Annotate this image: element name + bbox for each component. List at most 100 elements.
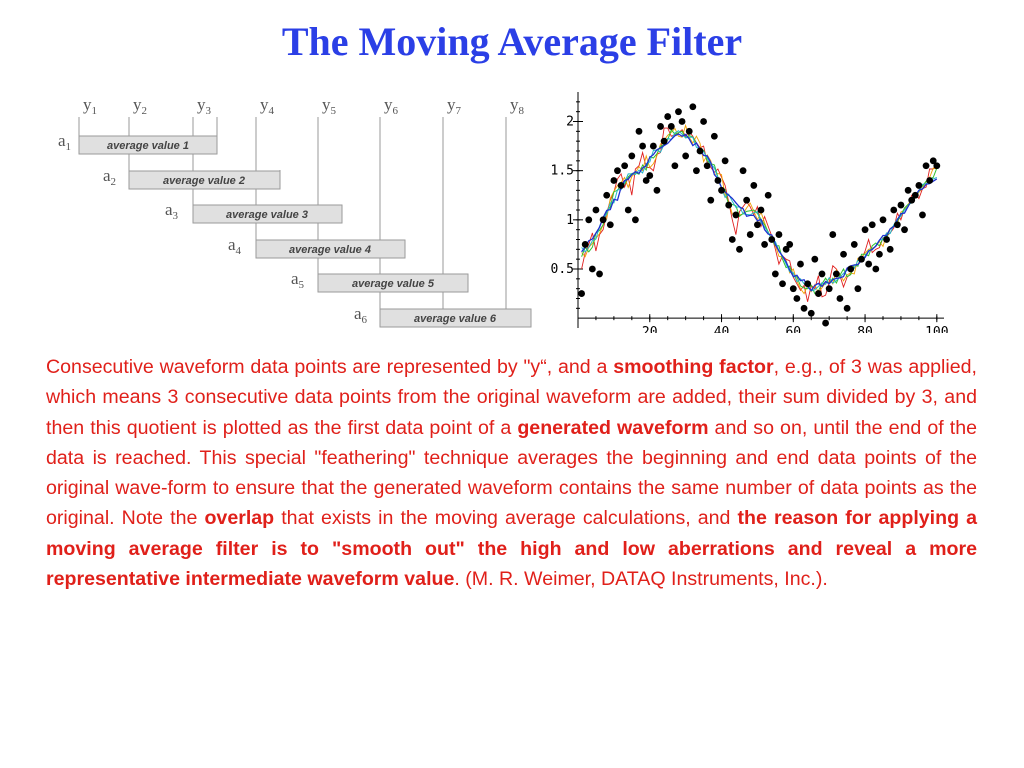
average-bar-label-3: average value 3: [226, 209, 308, 221]
data-point: [868, 221, 876, 229]
data-point: [858, 255, 865, 263]
data-point: [893, 221, 901, 229]
data-point: [929, 157, 937, 165]
y-tick-label: 0.5: [551, 262, 574, 277]
data-point: [667, 123, 675, 130]
data-point: [736, 245, 743, 253]
data-point: [599, 216, 607, 224]
y-label-2: y2: [133, 95, 147, 117]
data-point: [926, 177, 934, 184]
data-point: [757, 206, 765, 214]
data-point: [682, 152, 690, 160]
data-point: [933, 162, 941, 170]
data-point: [610, 177, 618, 184]
data-point: [872, 265, 880, 273]
data-point: [865, 260, 873, 268]
data-point: [919, 211, 926, 219]
average-bar-label-1: average value 1: [107, 140, 189, 152]
x-tick-label: 40: [714, 325, 730, 333]
data-point: [603, 191, 611, 199]
data-point: [922, 162, 930, 170]
description-paragraph: Consecutive waveform data points are rep…: [46, 356, 978, 591]
average-bar-2: [128, 170, 281, 190]
moving-average-line-blue: [581, 133, 938, 292]
data-point: [696, 147, 704, 155]
data-point: [771, 270, 779, 278]
data-point: [624, 206, 632, 214]
data-point: [775, 231, 783, 238]
data-point: [689, 103, 697, 111]
data-point: [743, 196, 751, 204]
x-tick-label: 20: [642, 325, 658, 333]
data-point: [768, 236, 776, 243]
data-point: [596, 270, 603, 278]
average-bar-label-5: average value 5: [352, 278, 435, 290]
average-bar-6: [379, 308, 532, 328]
data-point: [850, 241, 858, 248]
a-label-4: a4: [228, 235, 242, 257]
data-point: [815, 290, 822, 297]
data-point: [639, 142, 646, 150]
average-bar-3: [192, 204, 343, 224]
average-bar-5: [317, 273, 469, 293]
data-point: [592, 206, 600, 214]
data-point: [832, 270, 840, 278]
data-point: [782, 245, 790, 253]
average-bar-label-6: average value 6: [414, 313, 497, 325]
data-point: [861, 226, 869, 234]
y-label-8: y8: [510, 95, 525, 117]
data-point: [829, 231, 837, 238]
data-point: [685, 127, 693, 135]
data-point: [725, 201, 733, 209]
x-tick-label: 80: [857, 325, 873, 333]
data-point: [621, 162, 629, 170]
a-label-3: a3: [165, 200, 179, 222]
data-point: [678, 118, 686, 125]
data-point: [642, 177, 650, 184]
data-point: [764, 191, 772, 199]
y-label-4: y4: [260, 95, 275, 117]
data-point: [660, 137, 668, 145]
data-point: [646, 172, 654, 179]
data-point: [789, 285, 797, 293]
data-point: [915, 182, 923, 189]
moving-average-diagram: y1 y2 y3 y4 y5 y6 y7 y8 a1 a2 a3 a4 a5 a…: [58, 95, 532, 328]
data-point: [754, 221, 761, 229]
data-point: [671, 162, 679, 170]
data-point: [578, 290, 585, 297]
data-point: [840, 250, 847, 258]
y-label-7: y7: [447, 95, 462, 117]
data-point: [653, 186, 661, 194]
data-point: [739, 167, 747, 175]
data-point: [779, 280, 786, 288]
data-point: [800, 304, 808, 312]
data-point: [606, 221, 614, 229]
data-point: [614, 167, 621, 175]
data-point: [818, 270, 826, 278]
x-tick-label: 60: [785, 325, 801, 333]
data-point: [635, 127, 643, 135]
data-point: [581, 241, 589, 248]
average-bar-1: [78, 135, 218, 155]
x-tick-label: 100: [925, 325, 948, 333]
data-point: [911, 191, 919, 199]
data-point: [585, 216, 593, 224]
y-label-3: y3: [197, 95, 212, 117]
data-point: [700, 118, 707, 125]
data-point: [901, 226, 908, 234]
data-point: [811, 255, 819, 263]
slide-title: The Moving Average Filter: [281, 19, 743, 64]
y-label-6: y6: [384, 95, 399, 117]
y-tick-label: 1: [566, 213, 574, 228]
data-point: [836, 295, 844, 302]
data-point: [761, 241, 768, 248]
data-point: [854, 285, 862, 293]
a-label-5: a5: [291, 269, 305, 291]
average-bar-label-4: average value 4: [289, 244, 371, 256]
data-point: [897, 201, 905, 209]
data-point: [883, 236, 890, 243]
data-point: [721, 157, 729, 165]
data-point: [908, 196, 916, 204]
data-point: [728, 236, 736, 243]
data-point: [886, 245, 894, 253]
